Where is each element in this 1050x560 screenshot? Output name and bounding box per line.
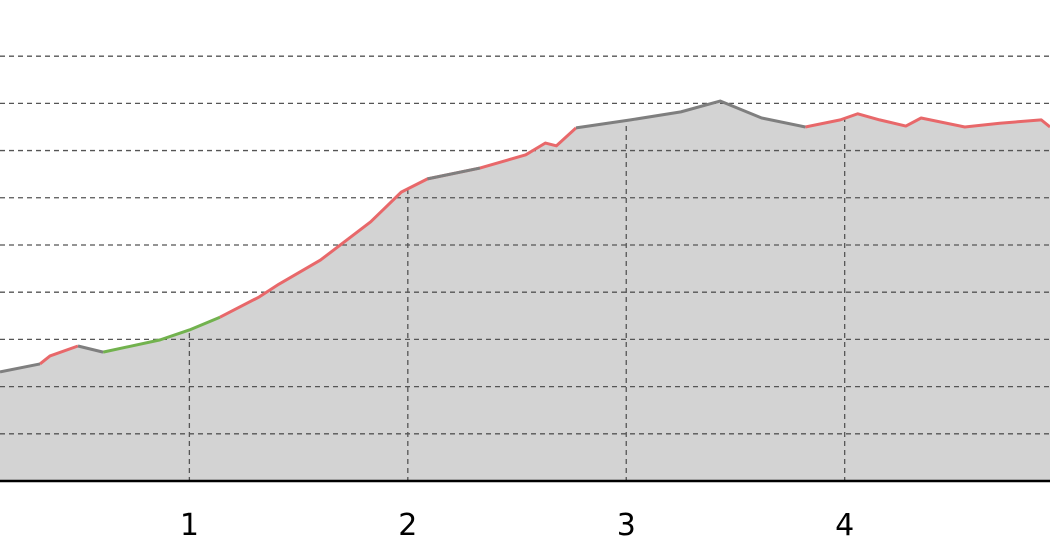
x-tick-label: 3: [617, 508, 636, 543]
profile-line: [39, 112, 1050, 366]
profile-line: [0, 99, 806, 374]
profile-line: [102, 315, 221, 354]
x-tick-label: 2: [398, 508, 417, 543]
x-tick-label: 4: [835, 508, 854, 543]
area: [0, 101, 1050, 482]
x-tick-label: 1: [180, 508, 199, 543]
